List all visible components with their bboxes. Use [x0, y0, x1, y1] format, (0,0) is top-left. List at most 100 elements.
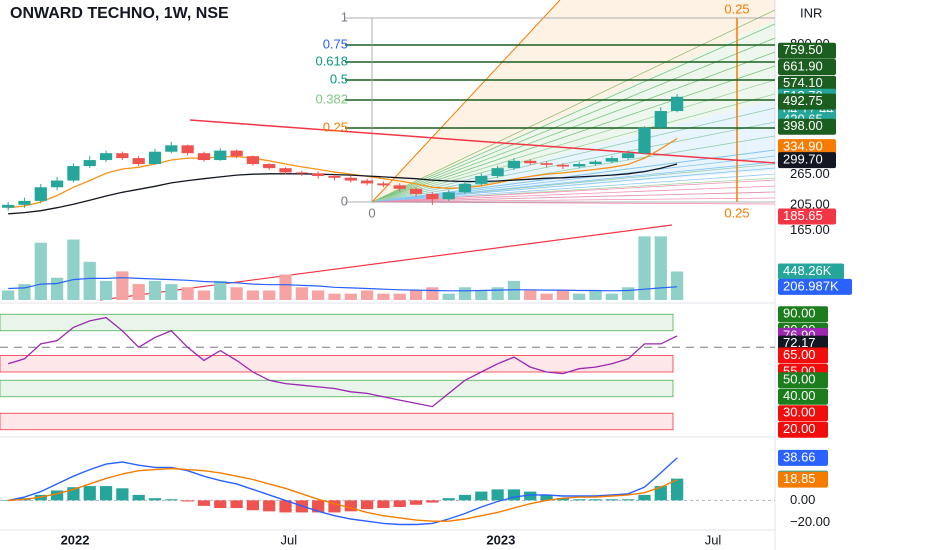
fib-label: 0.5	[330, 71, 348, 86]
macd-histogram	[132, 494, 145, 501]
x-tick-label: 2022	[61, 532, 90, 547]
candle-body	[458, 183, 472, 193]
candle-body	[377, 183, 390, 186]
volume-bar	[491, 287, 504, 300]
macd-histogram	[540, 494, 553, 501]
price-tag	[778, 263, 844, 280]
candle-body	[360, 180, 374, 184]
volume-bar	[148, 280, 162, 300]
candle-body	[540, 163, 553, 165]
volume-bar	[214, 280, 227, 300]
volume-bar	[132, 284, 145, 300]
volume-bar	[295, 287, 308, 300]
volume-bar	[67, 239, 80, 300]
price-tag	[778, 208, 836, 225]
price-tag	[778, 372, 828, 389]
macd-line	[8, 457, 678, 526]
macd-histogram	[524, 491, 537, 501]
candle-body	[132, 158, 145, 165]
macd-histogram	[670, 478, 684, 501]
macd-histogram	[393, 500, 406, 507]
fan-line	[371, 197, 776, 203]
candle-body	[654, 111, 667, 128]
candle-body	[638, 127, 651, 154]
candle-body	[589, 161, 602, 165]
price-tag	[778, 421, 828, 438]
price-tag-label: 90.00	[783, 306, 816, 321]
moving-average	[8, 163, 678, 215]
volume-bar	[279, 274, 292, 300]
volume-bar	[344, 293, 357, 300]
candle-body	[197, 153, 211, 161]
volume-bar	[426, 287, 439, 300]
candle-body	[426, 193, 439, 200]
macd-histogram	[605, 499, 618, 501]
macd-histogram	[409, 500, 423, 505]
candle-body	[328, 175, 341, 178]
candle-body	[409, 188, 423, 194]
fan-line	[371, 51, 776, 203]
price-tag	[778, 306, 828, 323]
price-tag-label: 30.00	[783, 405, 816, 420]
macd-histogram	[99, 486, 113, 501]
volume-ma	[8, 277, 678, 292]
candle-body	[2, 204, 15, 208]
candle-body	[181, 145, 194, 154]
price-tag	[778, 347, 828, 364]
currency: INR	[800, 5, 822, 20]
candle-body	[556, 164, 570, 167]
price-tag	[778, 58, 836, 75]
candle-body	[18, 200, 31, 205]
price-tag-label: 40.00	[783, 388, 816, 403]
volume-bar	[377, 293, 390, 300]
macd-histogram	[426, 500, 439, 503]
candle-body	[670, 96, 684, 112]
y-tick-label: 205.00	[790, 196, 830, 211]
price-tag	[778, 42, 836, 59]
candle-body	[34, 187, 47, 201]
fib-label: 0	[341, 193, 348, 208]
candle-body	[344, 177, 357, 181]
price-tag	[778, 93, 836, 110]
volume-bar	[50, 277, 64, 300]
macd-histogram	[116, 488, 129, 501]
candle-body	[279, 168, 292, 173]
fib-label: 0.75	[323, 36, 348, 51]
fan-line	[371, 167, 776, 203]
candle-body	[605, 158, 618, 162]
macd-histogram	[230, 500, 243, 509]
candle-body	[524, 160, 537, 164]
macd-histogram	[312, 500, 325, 513]
volume-bar	[507, 280, 521, 300]
volume-bar	[556, 290, 570, 300]
price-tag-label: 50.00	[783, 372, 816, 387]
candle-body	[214, 150, 227, 161]
macd-histogram	[377, 500, 390, 509]
macd-histogram	[148, 498, 162, 501]
price-tag	[778, 278, 852, 295]
macd-histogram	[83, 486, 96, 501]
fan-line	[371, 65, 776, 203]
fan-line	[371, 23, 776, 203]
macd-histogram	[181, 500, 194, 502]
fib-label: 0.618	[315, 53, 348, 68]
candle-body	[148, 151, 162, 165]
price-tag-label: 206.987K	[783, 278, 839, 293]
trend-line	[99, 224, 673, 301]
fan-area	[372, 20, 775, 202]
volume-bar	[99, 280, 113, 300]
rsi-band	[0, 355, 674, 373]
price-tag	[778, 152, 836, 169]
rsi-band	[0, 412, 674, 431]
x-tick-label: Jul	[705, 532, 722, 547]
candle-body	[67, 166, 80, 181]
fan-line	[371, 155, 776, 203]
candle-body	[507, 160, 521, 169]
y-tick-label: 265.00	[790, 166, 830, 181]
drawings	[99, 0, 776, 301]
candle-body	[295, 172, 308, 174]
price-tag-label: 398.00	[783, 118, 823, 133]
